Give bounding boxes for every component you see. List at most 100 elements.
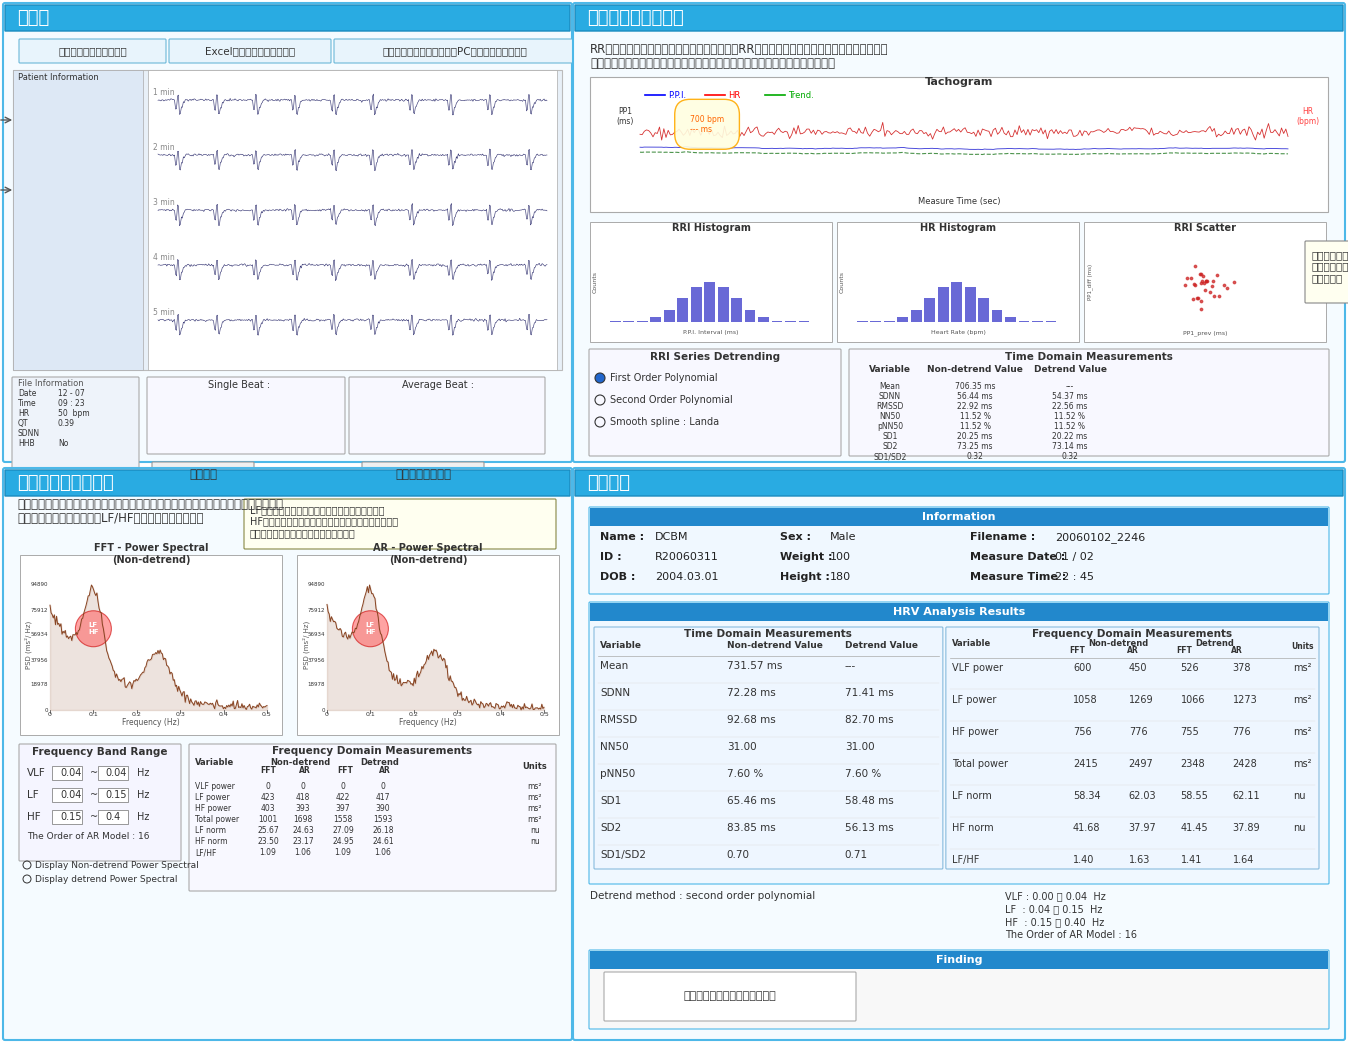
Text: 18978: 18978 bbox=[31, 682, 49, 687]
FancyBboxPatch shape bbox=[349, 377, 545, 454]
Text: 94890: 94890 bbox=[31, 582, 49, 587]
Text: LF
HF: LF HF bbox=[365, 623, 376, 635]
Text: ユーザー追加・削除タブ: ユーザー追加・削除タブ bbox=[58, 46, 127, 56]
Text: 1698: 1698 bbox=[294, 815, 313, 824]
Text: ~: ~ bbox=[90, 790, 98, 800]
Text: The Order of AR Model : 16: The Order of AR Model : 16 bbox=[1006, 930, 1136, 940]
Text: Time Domain Measurements: Time Domain Measurements bbox=[1006, 351, 1173, 362]
FancyBboxPatch shape bbox=[244, 499, 555, 549]
Text: 0.04: 0.04 bbox=[61, 790, 81, 800]
FancyBboxPatch shape bbox=[573, 468, 1345, 1040]
Point bbox=[1194, 282, 1216, 298]
Text: 5 min: 5 min bbox=[154, 308, 175, 317]
Text: 0.70: 0.70 bbox=[727, 850, 749, 860]
Text: 75912: 75912 bbox=[307, 607, 325, 612]
Text: HF power: HF power bbox=[952, 727, 998, 737]
FancyBboxPatch shape bbox=[576, 5, 1343, 31]
Bar bbox=[53, 789, 82, 802]
Text: 1 min: 1 min bbox=[154, 88, 175, 97]
Text: 1.06: 1.06 bbox=[375, 848, 391, 857]
Text: 24.95: 24.95 bbox=[332, 836, 355, 846]
Text: 41.45: 41.45 bbox=[1181, 823, 1208, 833]
Text: AR: AR bbox=[379, 766, 391, 775]
Text: 0.4: 0.4 bbox=[496, 712, 506, 717]
Bar bbox=[53, 766, 82, 780]
Text: 0.39: 0.39 bbox=[58, 419, 75, 428]
Text: 0: 0 bbox=[301, 782, 306, 791]
Text: 解析概要: 解析概要 bbox=[586, 474, 630, 492]
Text: Detrend Value: Detrend Value bbox=[845, 641, 918, 650]
Text: DOB :: DOB : bbox=[600, 572, 635, 582]
Text: 37956: 37956 bbox=[307, 657, 325, 662]
Text: 94890: 94890 bbox=[307, 582, 325, 587]
Text: SD1: SD1 bbox=[883, 432, 898, 441]
Text: 2415: 2415 bbox=[1073, 759, 1097, 769]
Text: 62.11: 62.11 bbox=[1232, 791, 1260, 801]
Text: ここにコメントを記入できます: ここにコメントを記入できます bbox=[683, 992, 776, 1001]
Text: HR: HR bbox=[18, 409, 30, 418]
Text: Detrend: Detrend bbox=[360, 758, 399, 767]
FancyBboxPatch shape bbox=[189, 744, 555, 891]
Text: VLF power: VLF power bbox=[195, 782, 235, 791]
Text: ---: --- bbox=[845, 661, 856, 671]
Text: DCBM: DCBM bbox=[655, 532, 689, 542]
Text: 755: 755 bbox=[1181, 727, 1200, 737]
Text: 18978: 18978 bbox=[307, 682, 325, 687]
Text: 0.1: 0.1 bbox=[365, 712, 375, 717]
Text: 58.48 ms: 58.48 ms bbox=[845, 796, 894, 806]
Point bbox=[1213, 276, 1235, 293]
Text: 23.17: 23.17 bbox=[293, 836, 314, 846]
Text: 73.14 ms: 73.14 ms bbox=[1053, 442, 1088, 451]
Point bbox=[1189, 265, 1211, 282]
Text: LF成分（交感神経活動の目安：ストレス状態）、
HF成分（副交感神経活動の目安：リラックス状態）の
どちらが優位か判断の目安になります。: LF成分（交感神経活動の目安：ストレス状態）、 HF成分（副交感神経活動の目安：… bbox=[249, 505, 398, 538]
Text: Second Order Polynomial: Second Order Polynomial bbox=[611, 395, 733, 405]
Text: SD1/SD2: SD1/SD2 bbox=[600, 850, 646, 860]
Point bbox=[1188, 290, 1209, 307]
Point bbox=[1190, 266, 1212, 283]
Point bbox=[1180, 270, 1201, 287]
Text: 450: 450 bbox=[1128, 663, 1147, 673]
Text: Variable: Variable bbox=[195, 758, 235, 767]
Point bbox=[1184, 276, 1205, 293]
Bar bbox=[148, 70, 557, 370]
Text: 0: 0 bbox=[325, 712, 329, 717]
Bar bbox=[13, 70, 143, 370]
Text: 7.60 %: 7.60 % bbox=[845, 769, 882, 779]
Text: 37.97: 37.97 bbox=[1128, 823, 1157, 833]
Text: Frequency Domain Measurements: Frequency Domain Measurements bbox=[1031, 629, 1232, 639]
Text: 393: 393 bbox=[295, 804, 310, 812]
Text: Weight :: Weight : bbox=[780, 552, 833, 562]
Text: 56934: 56934 bbox=[31, 632, 49, 637]
Bar bbox=[704, 282, 714, 322]
Text: Male: Male bbox=[830, 532, 856, 542]
Bar bbox=[677, 298, 687, 322]
Text: 24.61: 24.61 bbox=[372, 836, 394, 846]
Text: 56.13 ms: 56.13 ms bbox=[845, 823, 894, 833]
Text: ms²: ms² bbox=[528, 793, 542, 802]
Text: Display Non-detrend Power Spectral: Display Non-detrend Power Spectral bbox=[35, 860, 198, 870]
Text: Frequency (Hz): Frequency (Hz) bbox=[399, 718, 457, 727]
Text: 交感神経機能の指標としてLF/HF比がよく使われます。: 交感神経機能の指標としてLF/HF比がよく使われます。 bbox=[18, 512, 204, 525]
Text: NN50: NN50 bbox=[600, 742, 628, 752]
FancyBboxPatch shape bbox=[589, 950, 1329, 1029]
Text: NN50: NN50 bbox=[879, 412, 900, 421]
Point bbox=[1202, 272, 1224, 289]
Text: 1.09: 1.09 bbox=[260, 848, 276, 857]
Point bbox=[1202, 288, 1224, 305]
Text: Information: Information bbox=[922, 512, 996, 522]
Point bbox=[1184, 276, 1205, 293]
Bar bbox=[744, 310, 755, 322]
Text: 12 - 07: 12 - 07 bbox=[58, 389, 85, 398]
Text: RMSSD: RMSSD bbox=[876, 402, 903, 411]
Text: HF power: HF power bbox=[195, 804, 231, 812]
Text: 403: 403 bbox=[260, 804, 275, 812]
Text: 0: 0 bbox=[44, 707, 49, 712]
Text: 180: 180 bbox=[830, 572, 851, 582]
Text: 1558: 1558 bbox=[333, 815, 353, 824]
Text: ms²: ms² bbox=[1293, 759, 1312, 769]
Text: 83.85 ms: 83.85 ms bbox=[727, 823, 775, 833]
Bar bbox=[1084, 222, 1326, 342]
Text: 0: 0 bbox=[266, 782, 271, 791]
Text: 時系列領域解析画面: 時系列領域解析画面 bbox=[586, 9, 683, 27]
Text: SDNN: SDNN bbox=[879, 392, 900, 401]
